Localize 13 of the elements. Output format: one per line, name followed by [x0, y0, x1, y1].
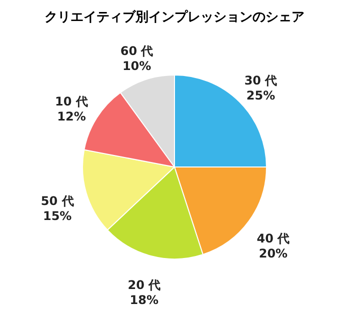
slice-label: 60 代: [120, 44, 154, 58]
slice-label: 30 代: [244, 74, 278, 88]
slice-label: 20 代: [128, 278, 161, 292]
slice-label: 50 代: [40, 194, 74, 208]
data-label: 12%: [57, 110, 86, 124]
data-label: 10%: [122, 58, 152, 73]
data-label: 20%: [258, 246, 288, 261]
slice-label: 40 代: [256, 232, 290, 246]
data-label: 25%: [246, 88, 276, 103]
chart-title: クリエイティブ別インプレッションのシェア: [44, 9, 304, 25]
data-label: 15%: [42, 209, 72, 224]
data-label: 18%: [130, 293, 159, 308]
slice-label: 10 代: [55, 94, 88, 109]
